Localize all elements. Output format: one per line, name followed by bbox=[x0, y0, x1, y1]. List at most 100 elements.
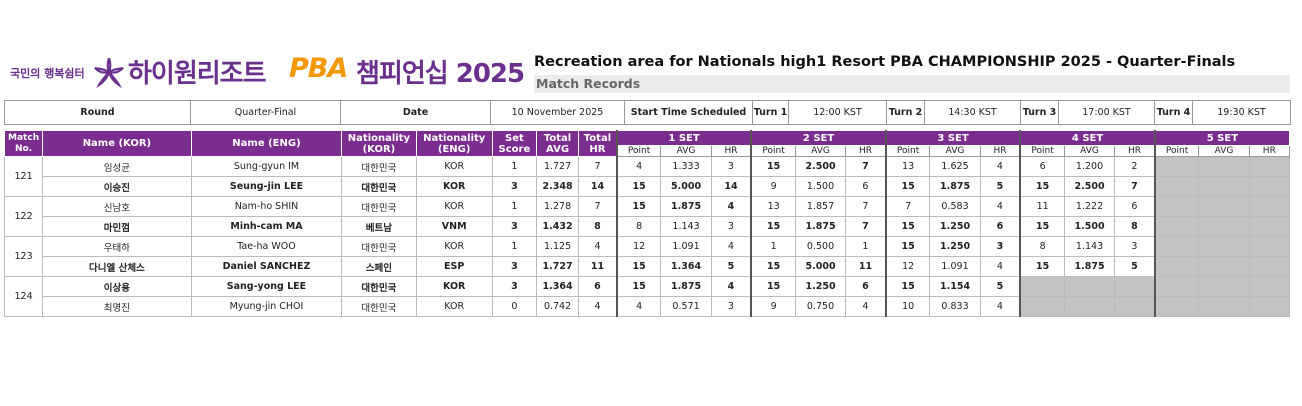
page-subtitle: Match Records bbox=[534, 75, 1290, 93]
set-1-point: 15 bbox=[615, 176, 662, 197]
set-5-empty bbox=[1198, 176, 1250, 197]
nationality-kor: 대한민국 bbox=[341, 276, 417, 297]
col-total-avg: Total AVG bbox=[535, 130, 580, 157]
header: 국민의 행복쉼터 하이원리조트 PBA 챔피언십 2025 Recreation… bbox=[0, 0, 1302, 100]
set-3-hr: 4 bbox=[979, 196, 1021, 217]
set-4-empty bbox=[1063, 296, 1116, 317]
info-table: Round Quarter-Final Date 10 November 202… bbox=[4, 100, 1291, 125]
set-1-avg: 1.875 bbox=[660, 276, 712, 297]
set-3-avg: 1.250 bbox=[929, 216, 981, 237]
set-5-empty bbox=[1153, 276, 1200, 297]
set-2-hr: 4 bbox=[845, 296, 887, 317]
page-title: Recreation area for Nationals high1 Reso… bbox=[534, 54, 1236, 70]
set-5-empty bbox=[1153, 296, 1200, 317]
set-2-point: 9 bbox=[750, 296, 796, 317]
start-time-label: Start Time Scheduled bbox=[624, 100, 753, 125]
set-2-point: 15 bbox=[750, 276, 796, 297]
set-3-point: 13 bbox=[884, 156, 931, 177]
set-1-hr: 3 bbox=[710, 156, 752, 177]
set-1-point: 12 bbox=[615, 236, 662, 257]
total-hr: 4 bbox=[578, 296, 618, 317]
match-body: 121 임성균 Sung-gyun IM 대한민국 KOR 1 1.727 7 4 1.333 3 1… bbox=[3, 156, 1291, 317]
set-3-hr: 3 bbox=[979, 236, 1021, 257]
set-1-hr: 4 bbox=[710, 236, 752, 257]
nationality-kor: 대한민국 bbox=[341, 156, 417, 177]
nationality-eng: ESP bbox=[415, 256, 493, 277]
set-2-point: 15 bbox=[750, 256, 796, 277]
set-1-avg: 0.571 bbox=[660, 296, 712, 317]
set-3-hr: 4 bbox=[979, 256, 1021, 277]
logo-high1: 하이원리조트 bbox=[128, 59, 267, 89]
set-4-avg: 1.875 bbox=[1063, 256, 1116, 277]
set-4-avg: 1.500 bbox=[1063, 216, 1116, 237]
table-row: 최명진 Myung-jin CHOI 대한민국 KOR 0 0.742 4 4 0.571 3 9 0… bbox=[5, 296, 1291, 317]
col-total-hr: Total HR bbox=[578, 130, 618, 157]
set-3-point: 15 bbox=[884, 276, 931, 297]
set-5-empty bbox=[1153, 236, 1200, 257]
nationality-eng: KOR bbox=[415, 276, 493, 297]
set-2-hr: 7 bbox=[845, 216, 887, 237]
col-name-eng: Name (ENG) bbox=[190, 130, 343, 157]
set-1-avg: 1.091 bbox=[660, 236, 712, 257]
player-name-eng: Minh-cam MA bbox=[190, 216, 343, 237]
match-no: 122 bbox=[3, 196, 44, 237]
col-set-3: 3 SET bbox=[884, 130, 1021, 146]
set-2-avg: 0.500 bbox=[794, 236, 847, 257]
set-3-avg: 1.250 bbox=[929, 236, 981, 257]
sub-point: Point bbox=[1153, 145, 1200, 157]
sub-avg: AVG bbox=[1063, 145, 1116, 157]
set-5-empty bbox=[1248, 256, 1291, 277]
set-1-point: 15 bbox=[615, 276, 662, 297]
set-3-hr: 4 bbox=[979, 296, 1021, 317]
player-name-kor: 임성균 bbox=[42, 156, 192, 177]
total-hr: 4 bbox=[578, 236, 618, 257]
set-1-avg: 1.364 bbox=[660, 256, 712, 277]
set-5-empty bbox=[1153, 196, 1200, 217]
set-2-hr: 6 bbox=[845, 276, 887, 297]
set-4-avg: 1.222 bbox=[1063, 196, 1116, 217]
sub-avg: AVG bbox=[1198, 145, 1250, 157]
match-no: 124 bbox=[3, 276, 44, 317]
set-1-point: 4 bbox=[615, 156, 662, 177]
set-2-avg: 1.875 bbox=[794, 216, 847, 237]
total-hr: 7 bbox=[578, 196, 618, 217]
set-5-empty bbox=[1248, 176, 1291, 197]
set-score: 0 bbox=[491, 296, 537, 317]
sub-hr: HR bbox=[979, 145, 1021, 157]
player-name-eng: Tae-ha WOO bbox=[190, 236, 343, 257]
set-5-empty bbox=[1248, 296, 1291, 317]
turn-3-label: Turn 3 bbox=[1020, 100, 1059, 125]
set-5-empty bbox=[1248, 236, 1291, 257]
turn-1-time: 12:00 KST bbox=[788, 100, 887, 125]
set-4-hr: 7 bbox=[1114, 176, 1156, 197]
match-no: 123 bbox=[3, 236, 44, 277]
set-score: 3 bbox=[491, 176, 537, 197]
logo: 국민의 행복쉼터 하이원리조트 PBA 챔피언십 2025 bbox=[10, 50, 530, 92]
set-2-avg: 0.750 bbox=[794, 296, 847, 317]
col-set-1: 1 SET bbox=[615, 130, 752, 146]
set-4-point: 15 bbox=[1019, 216, 1065, 237]
player-name-eng: Myung-jin CHOI bbox=[190, 296, 343, 317]
nationality-eng: KOR bbox=[415, 196, 493, 217]
set-1-avg: 5.000 bbox=[660, 176, 712, 197]
set-5-empty bbox=[1153, 156, 1200, 177]
set-5-empty bbox=[1248, 196, 1291, 217]
col-nat-eng: Nationality (ENG) bbox=[415, 130, 493, 157]
player-name-kor: 우태하 bbox=[42, 236, 192, 257]
turn-3-time: 17:00 KST bbox=[1058, 100, 1155, 125]
total-avg: 1.278 bbox=[535, 196, 580, 217]
set-3-hr: 6 bbox=[979, 216, 1021, 237]
match-no: 121 bbox=[3, 156, 44, 197]
total-hr: 8 bbox=[578, 216, 618, 237]
set-2-point: 15 bbox=[750, 156, 796, 177]
sub-avg: AVG bbox=[660, 145, 712, 157]
set-4-avg: 1.143 bbox=[1063, 236, 1116, 257]
set-1-avg: 1.875 bbox=[660, 196, 712, 217]
set-3-avg: 1.091 bbox=[929, 256, 981, 277]
total-avg: 1.727 bbox=[535, 256, 580, 277]
set-5-empty bbox=[1153, 256, 1200, 277]
set-4-empty bbox=[1114, 296, 1156, 317]
set-4-avg: 1.200 bbox=[1063, 156, 1116, 177]
set-2-point: 1 bbox=[750, 236, 796, 257]
player-name-eng: Seung-jin LEE bbox=[190, 176, 343, 197]
